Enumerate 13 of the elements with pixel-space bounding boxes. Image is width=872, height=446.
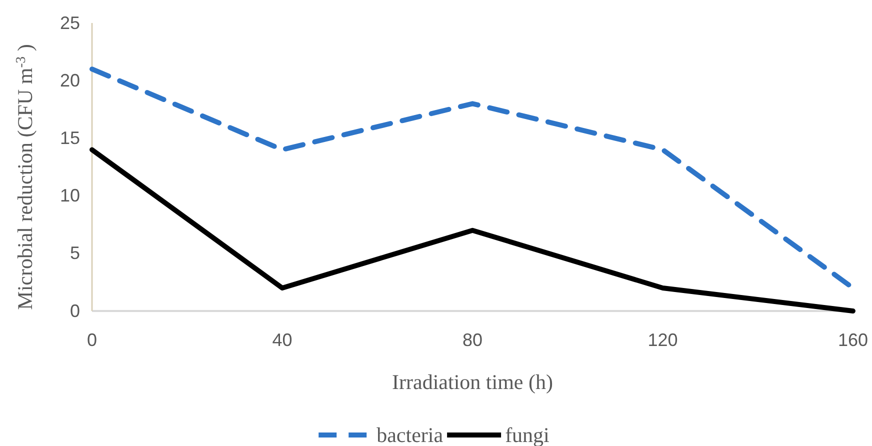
y-tick-label: 20 <box>60 70 80 90</box>
x-tick-label: 80 <box>462 330 483 350</box>
y-tick-label: 25 <box>60 12 80 33</box>
y-tick-label: 5 <box>70 243 80 264</box>
x-tick-label: 40 <box>272 330 292 350</box>
x-tick-label: 0 <box>86 330 98 350</box>
y-tick-label: 0 <box>70 300 80 321</box>
x-tick-label: 120 <box>648 330 678 350</box>
x-tick-label: 160 <box>838 330 868 350</box>
y-tick-label: 15 <box>60 128 80 148</box>
legend-label: bacteria <box>376 423 444 446</box>
x-axis-title: Irradiation time (h) <box>392 370 553 394</box>
y-tick-label: 10 <box>60 186 80 206</box>
